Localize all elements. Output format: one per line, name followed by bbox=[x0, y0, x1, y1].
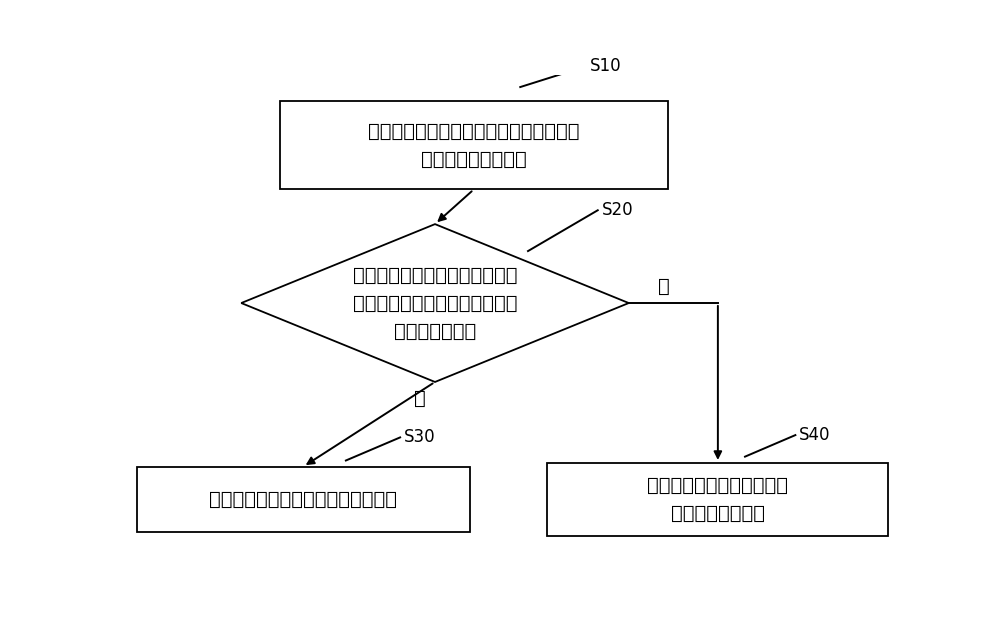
Text: S10: S10 bbox=[590, 57, 622, 75]
Bar bbox=[137, 466, 470, 532]
Text: S40: S40 bbox=[799, 426, 831, 444]
Text: 是: 是 bbox=[414, 389, 425, 408]
Text: 获取拾球路径上对应区域的实时
图像，并检测所述实时图像中是
否存在目标图像: 获取拾球路径上对应区域的实时 图像，并检测所述实时图像中是 否存在目标图像 bbox=[353, 265, 517, 341]
Text: 获取拾球路径，并控制所述拾球车按照所
述拾球路径开始行驶: 获取拾球路径，并控制所述拾球车按照所 述拾球路径开始行驶 bbox=[368, 121, 580, 168]
Text: S20: S20 bbox=[602, 201, 633, 219]
Text: 否: 否 bbox=[658, 277, 670, 295]
Text: 控制所述拾球车执行相应的拾球任务: 控制所述拾球车执行相应的拾球任务 bbox=[209, 490, 397, 509]
Polygon shape bbox=[241, 224, 629, 382]
Bar bbox=[547, 463, 888, 536]
Text: S30: S30 bbox=[404, 428, 436, 446]
Text: 不执行拾球任务，继续按照
所述拾球路径行驶: 不执行拾球任务，继续按照 所述拾球路径行驶 bbox=[647, 476, 788, 523]
Bar bbox=[280, 101, 668, 190]
